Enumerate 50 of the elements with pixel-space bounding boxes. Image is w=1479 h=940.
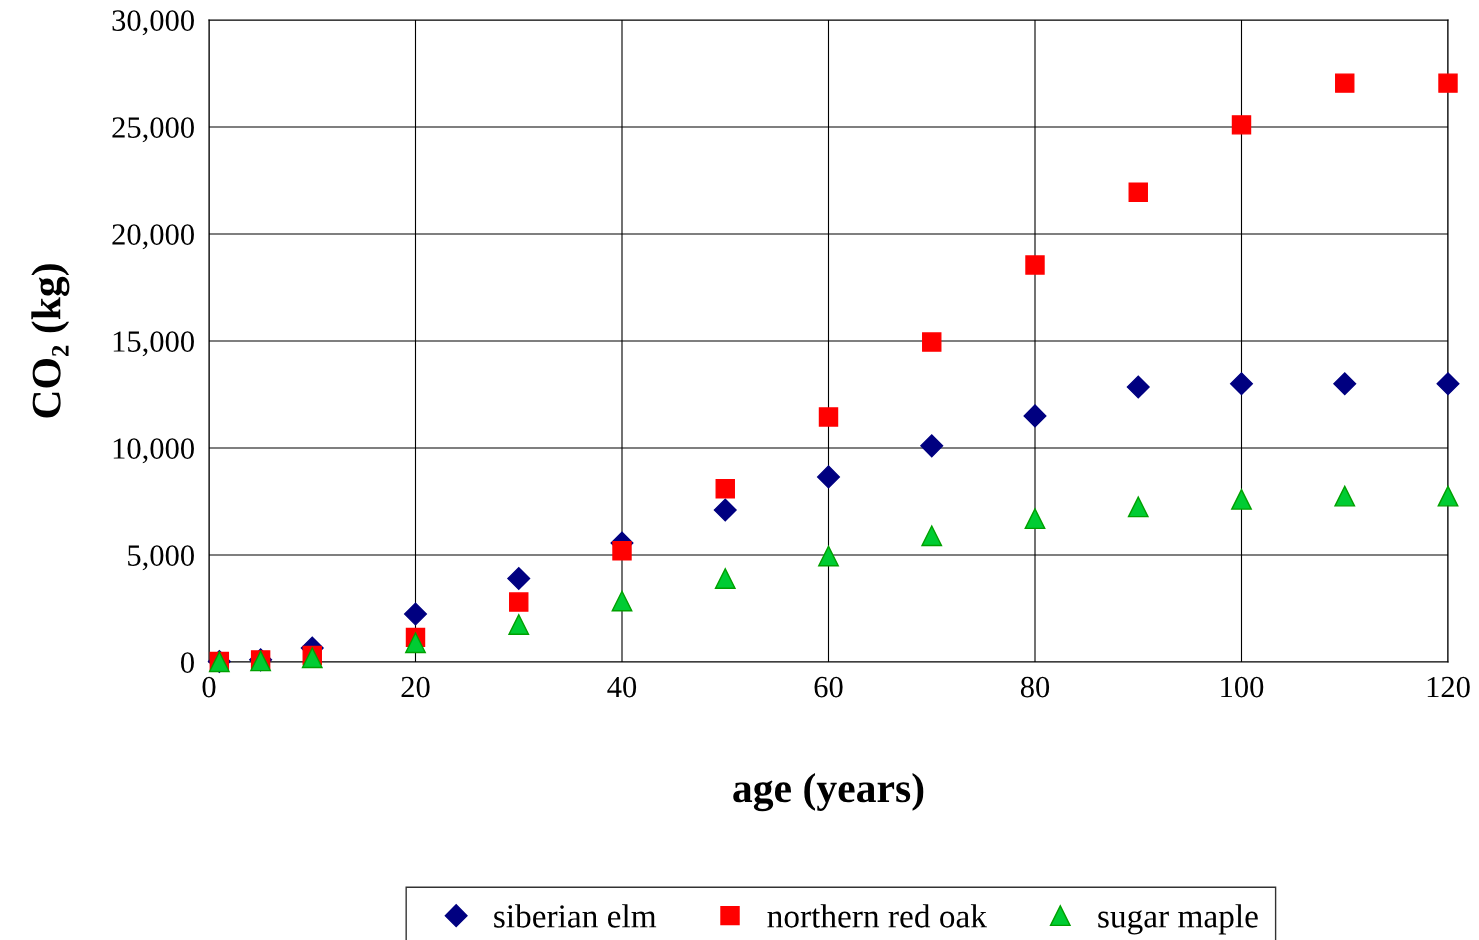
- point: [1335, 73, 1355, 93]
- point: [1231, 115, 1252, 135]
- y-tick-label: 15,000: [113, 331, 194, 357]
- point: [922, 332, 942, 352]
- y-tick-label: 0: [181, 652, 194, 673]
- x-tick-label: 0: [202, 676, 216, 698]
- point: [818, 407, 839, 427]
- point: [611, 590, 633, 612]
- x-tick-label: 20: [401, 676, 430, 698]
- point: [817, 465, 840, 489]
- y-tick-label: 25,000: [112, 117, 194, 143]
- y-tick-label: 5,000: [128, 545, 194, 571]
- point: [507, 567, 531, 591]
- point: [509, 592, 529, 612]
- point: [1438, 73, 1458, 93]
- point: [818, 545, 839, 567]
- point: [405, 632, 426, 654]
- legend-label: northern red oak: [767, 904, 987, 928]
- point: [1127, 496, 1149, 518]
- point: [921, 525, 943, 547]
- x-tick-label: 120: [1427, 676, 1470, 698]
- point: [713, 498, 737, 522]
- point: [1230, 372, 1253, 396]
- point: [1437, 485, 1459, 507]
- x-tick-label: 60: [814, 676, 843, 698]
- point: [612, 540, 632, 561]
- y-tick-label: 10,000: [113, 438, 194, 464]
- point: [1024, 508, 1046, 530]
- point: [508, 614, 530, 635]
- legend-label: siberian elm: [494, 904, 657, 928]
- point: [1436, 372, 1460, 396]
- x-tick-label: 40: [607, 676, 637, 698]
- point: [1023, 404, 1047, 428]
- y-tick-label: 30,000: [112, 10, 194, 36]
- y-tick-label: 20,000: [112, 224, 194, 250]
- point: [714, 568, 736, 589]
- y-axis-title: CO₂ (kg): [31, 264, 70, 418]
- point: [404, 602, 427, 626]
- point: [1334, 485, 1356, 507]
- point: [920, 434, 944, 458]
- point: [1126, 375, 1150, 399]
- x-axis-title: age (years): [733, 773, 924, 812]
- x-tick-label: 80: [1020, 676, 1050, 698]
- point: [1231, 488, 1252, 510]
- point: [1025, 255, 1045, 275]
- point: [1333, 372, 1357, 396]
- point: [715, 478, 735, 499]
- point: [1128, 182, 1148, 202]
- x-tick-label: 100: [1221, 676, 1264, 698]
- legend-label: sugar maple: [1098, 904, 1258, 935]
